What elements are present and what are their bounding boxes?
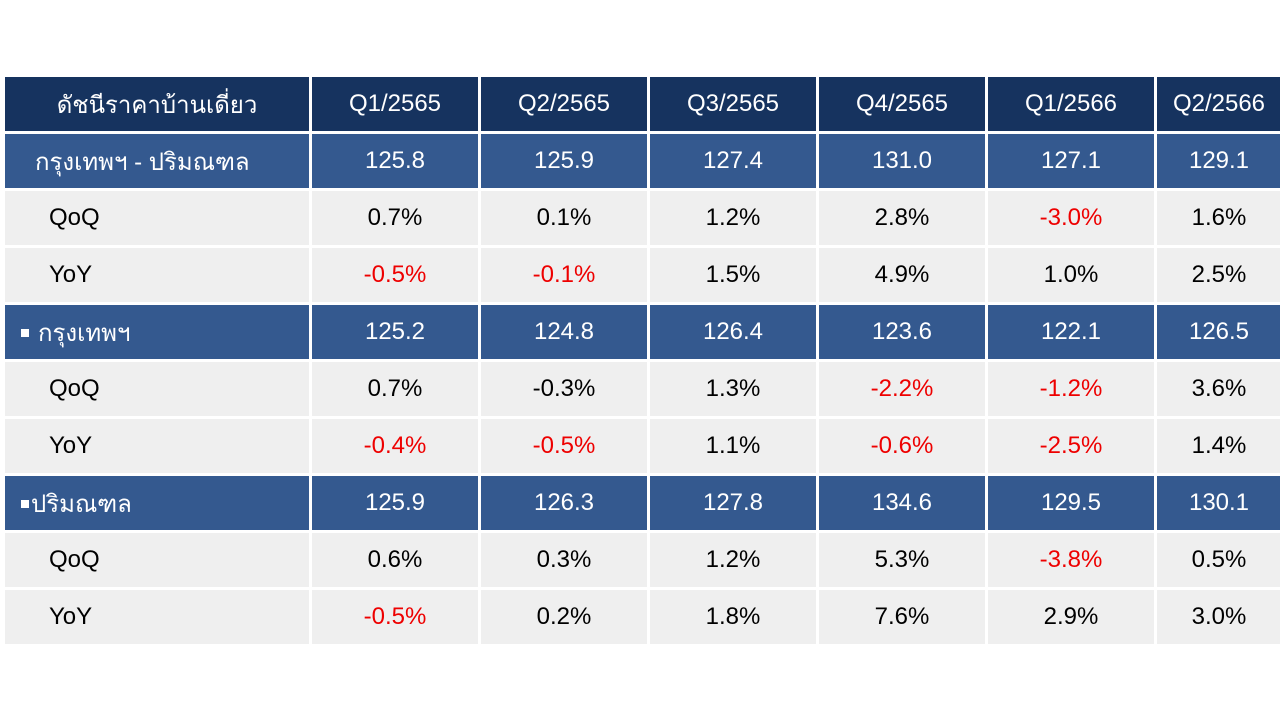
index-value: 130.1 xyxy=(1157,476,1280,530)
pct-value: 1.2% xyxy=(650,191,816,245)
row-label: YoY xyxy=(5,590,309,644)
index-value: 123.6 xyxy=(819,305,985,359)
column-header-q1-2566: Q1/2566 xyxy=(988,77,1154,131)
table-row-yoy: YoY -0.5% 0.2% 1.8% 7.6% 2.9% 3.0% xyxy=(5,590,1280,644)
index-value: 126.3 xyxy=(481,476,647,530)
table-row-yoy: YoY -0.4% -0.5% 1.1% -0.6% -2.5% 1.4% xyxy=(5,419,1280,473)
pct-value: 3.6% xyxy=(1157,362,1280,416)
pct-value: 2.5% xyxy=(1157,248,1280,302)
row-label: QoQ xyxy=(5,533,309,587)
pct-value: 7.6% xyxy=(819,590,985,644)
column-header-q2-2565: Q2/2565 xyxy=(481,77,647,131)
index-value: 129.5 xyxy=(988,476,1154,530)
pct-value: -0.5% xyxy=(312,590,478,644)
index-value: 127.4 xyxy=(650,134,816,188)
row-label: QoQ xyxy=(5,362,309,416)
pct-value: -3.8% xyxy=(988,533,1154,587)
section-label: ปริมณฑล xyxy=(5,476,309,530)
row-label: YoY xyxy=(5,419,309,473)
pct-value: -0.4% xyxy=(312,419,478,473)
pct-value: -0.5% xyxy=(312,248,478,302)
pct-value: 1.2% xyxy=(650,533,816,587)
index-value: 125.9 xyxy=(312,476,478,530)
pct-value: -2.2% xyxy=(819,362,985,416)
pct-value: -0.5% xyxy=(481,419,647,473)
pct-value: 1.8% xyxy=(650,590,816,644)
pct-value: 1.4% xyxy=(1157,419,1280,473)
column-header-q3-2565: Q3/2565 xyxy=(650,77,816,131)
index-value: 124.8 xyxy=(481,305,647,359)
index-value: 122.1 xyxy=(988,305,1154,359)
pct-value: 0.2% xyxy=(481,590,647,644)
table-row-qoq: QoQ 0.7% -0.3% 1.3% -2.2% -1.2% 3.6% xyxy=(5,362,1280,416)
pct-value: -2.5% xyxy=(988,419,1154,473)
pct-value: 0.7% xyxy=(312,191,478,245)
index-value: 129.1 xyxy=(1157,134,1280,188)
section-row-vicinity: ปริมณฑล 125.9 126.3 127.8 134.6 129.5 13… xyxy=(5,476,1280,530)
table-header-title: ดัชนีราคาบ้านเดี่ยว xyxy=(5,77,309,131)
pct-value: 4.9% xyxy=(819,248,985,302)
index-value: 125.8 xyxy=(312,134,478,188)
table-header-row: ดัชนีราคาบ้านเดี่ยว Q1/2565 Q2/2565 Q3/2… xyxy=(5,77,1280,131)
bullet-square-icon xyxy=(21,499,29,508)
pct-value: 0.5% xyxy=(1157,533,1280,587)
pct-value: 5.3% xyxy=(819,533,985,587)
pct-value: 0.3% xyxy=(481,533,647,587)
column-header-q2-2566: Q2/2566 xyxy=(1157,77,1280,131)
row-label: YoY xyxy=(5,248,309,302)
index-value: 131.0 xyxy=(819,134,985,188)
pct-value: 1.6% xyxy=(1157,191,1280,245)
pct-value: 0.7% xyxy=(312,362,478,416)
pct-value: 1.1% xyxy=(650,419,816,473)
section-row-bangkok-vicinity: กรุงเทพฯ - ปริมณฑล 125.8 125.9 127.4 131… xyxy=(5,134,1280,188)
bullet-square-icon xyxy=(21,328,29,337)
pct-value: 1.0% xyxy=(988,248,1154,302)
pct-value: -0.3% xyxy=(481,362,647,416)
pct-value: 3.0% xyxy=(1157,590,1280,644)
pct-value: 2.9% xyxy=(988,590,1154,644)
pct-value: -0.6% xyxy=(819,419,985,473)
pct-value: 1.5% xyxy=(650,248,816,302)
index-value: 127.1 xyxy=(988,134,1154,188)
section-row-bangkok: กรุงเทพฯ 125.2 124.8 126.4 123.6 122.1 1… xyxy=(5,305,1280,359)
pct-value: 0.6% xyxy=(312,533,478,587)
index-value: 126.5 xyxy=(1157,305,1280,359)
pct-value: 0.1% xyxy=(481,191,647,245)
index-value: 125.2 xyxy=(312,305,478,359)
table-row-qoq: QoQ 0.6% 0.3% 1.2% 5.3% -3.8% 0.5% xyxy=(5,533,1280,587)
pct-value: -1.2% xyxy=(988,362,1154,416)
pct-value: 1.3% xyxy=(650,362,816,416)
section-label: กรุงเทพฯ xyxy=(5,305,309,359)
section-label-text: กรุงเทพฯ xyxy=(38,319,131,347)
pct-value: -3.0% xyxy=(988,191,1154,245)
pct-value: 2.8% xyxy=(819,191,985,245)
column-header-q4-2565: Q4/2565 xyxy=(819,77,985,131)
table-row-qoq: QoQ 0.7% 0.1% 1.2% 2.8% -3.0% 1.6% xyxy=(5,191,1280,245)
index-value: 126.4 xyxy=(650,305,816,359)
column-header-q1-2565: Q1/2565 xyxy=(312,77,478,131)
section-label: กรุงเทพฯ - ปริมณฑล xyxy=(5,134,309,188)
row-label: QoQ xyxy=(5,191,309,245)
section-label-text: กรุงเทพฯ - ปริมณฑล xyxy=(35,148,250,176)
table-row-yoy: YoY -0.5% -0.1% 1.5% 4.9% 1.0% 2.5% xyxy=(5,248,1280,302)
index-value: 125.9 xyxy=(481,134,647,188)
pct-value: -0.1% xyxy=(481,248,647,302)
index-value: 127.8 xyxy=(650,476,816,530)
section-label-text: ปริมณฑล xyxy=(31,490,132,518)
index-value: 134.6 xyxy=(819,476,985,530)
house-price-index-table: ดัชนีราคาบ้านเดี่ยว Q1/2565 Q2/2565 Q3/2… xyxy=(2,74,1280,647)
